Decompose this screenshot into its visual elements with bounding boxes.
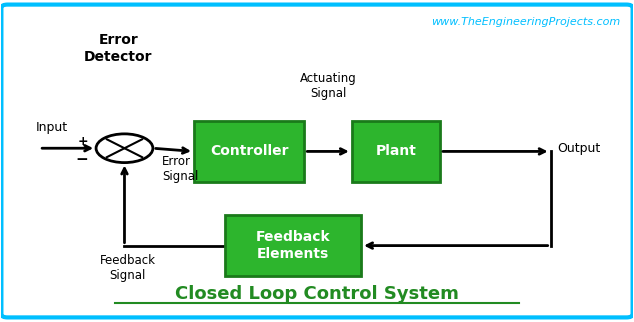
Text: Plant: Plant (375, 145, 417, 158)
FancyBboxPatch shape (226, 215, 361, 276)
Text: Feedback
Signal: Feedback Signal (100, 253, 155, 281)
Text: +: + (78, 135, 89, 147)
Text: Output: Output (557, 142, 600, 155)
FancyBboxPatch shape (194, 121, 304, 182)
FancyBboxPatch shape (1, 5, 633, 317)
Text: www.TheEngineeringProjects.com: www.TheEngineeringProjects.com (430, 17, 620, 27)
Text: −: − (75, 152, 89, 167)
Text: Controller: Controller (210, 145, 288, 158)
Text: Actuating
Signal: Actuating Signal (300, 72, 356, 100)
FancyBboxPatch shape (352, 121, 440, 182)
Text: Feedback
Elements: Feedback Elements (256, 231, 331, 261)
Text: Closed Loop Control System: Closed Loop Control System (175, 285, 459, 303)
Text: Error
Detector: Error Detector (84, 33, 152, 63)
Text: Input: Input (36, 121, 68, 134)
Text: Error
Signal: Error Signal (162, 155, 198, 183)
